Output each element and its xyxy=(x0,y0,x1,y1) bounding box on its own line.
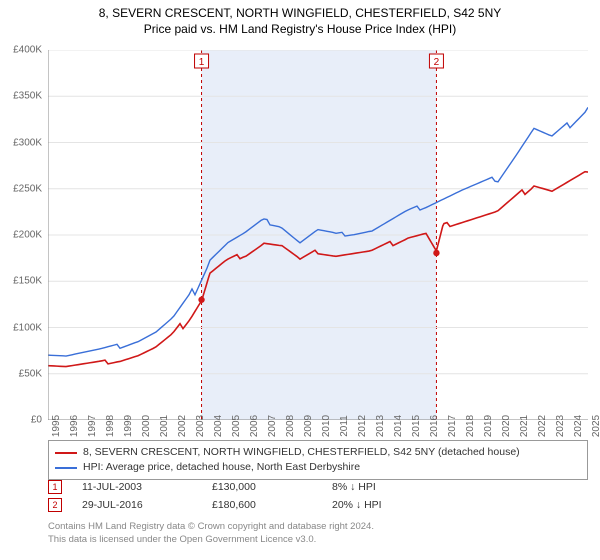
footer-line: This data is licensed under the Open Gov… xyxy=(48,533,374,546)
y-tick-label: £150K xyxy=(2,276,42,287)
x-tick-label: 2020 xyxy=(501,415,512,437)
sales-row: 2 29-JUL-2016 £180,600 20% ↓ HPI xyxy=(48,496,452,514)
legend-item: 8, SEVERN CRESCENT, NORTH WINGFIELD, CHE… xyxy=(55,445,581,460)
x-tick-label: 1999 xyxy=(123,415,134,437)
x-tick-label: 2000 xyxy=(141,415,152,437)
x-tick-label: 2018 xyxy=(465,415,476,437)
svg-text:1: 1 xyxy=(199,57,205,68)
x-tick-label: 2008 xyxy=(285,415,296,437)
chart-subtitle: Price paid vs. HM Land Registry's House … xyxy=(0,22,600,36)
x-tick-label: 2012 xyxy=(357,415,368,437)
x-tick-label: 2013 xyxy=(375,415,386,437)
x-tick-label: 2014 xyxy=(393,415,404,437)
sale-diff: 20% ↓ HPI xyxy=(332,499,452,511)
legend-label: HPI: Average price, detached house, Nort… xyxy=(83,460,360,475)
footer-line: Contains HM Land Registry data © Crown c… xyxy=(48,520,374,533)
legend-swatch xyxy=(55,467,77,469)
x-tick-label: 2003 xyxy=(195,415,206,437)
chart-title: 8, SEVERN CRESCENT, NORTH WINGFIELD, CHE… xyxy=(0,6,600,20)
y-tick-label: £0 xyxy=(2,415,42,426)
y-tick-label: £400K xyxy=(2,45,42,56)
y-tick-label: £50K xyxy=(2,368,42,379)
chart-area: 12 £0£50K£100K£150K£200K£250K£300K£350K£… xyxy=(48,50,588,420)
x-tick-label: 2011 xyxy=(339,415,350,437)
x-tick-label: 2017 xyxy=(447,415,458,437)
title-block: 8, SEVERN CRESCENT, NORTH WINGFIELD, CHE… xyxy=(0,0,600,36)
y-tick-label: £200K xyxy=(2,230,42,241)
x-tick-label: 2015 xyxy=(411,415,422,437)
x-tick-label: 2009 xyxy=(303,415,314,437)
x-tick-label: 1996 xyxy=(69,415,80,437)
y-tick-label: £300K xyxy=(2,137,42,148)
x-tick-label: 1995 xyxy=(51,415,62,437)
sale-date: 11-JUL-2003 xyxy=(82,481,212,493)
y-tick-label: £350K xyxy=(2,91,42,102)
x-tick-label: 1998 xyxy=(105,415,116,437)
x-tick-label: 2006 xyxy=(249,415,260,437)
legend: 8, SEVERN CRESCENT, NORTH WINGFIELD, CHE… xyxy=(48,440,588,480)
x-tick-label: 2016 xyxy=(429,415,440,437)
x-tick-label: 2022 xyxy=(537,415,548,437)
y-tick-label: £100K xyxy=(2,322,42,333)
y-tick-label: £250K xyxy=(2,183,42,194)
sale-price: £130,000 xyxy=(212,481,332,493)
x-tick-label: 1997 xyxy=(87,415,98,437)
x-tick-label: 2004 xyxy=(213,415,224,437)
sales-table: 1 11-JUL-2003 £130,000 8% ↓ HPI 2 29-JUL… xyxy=(48,478,452,514)
sale-date: 29-JUL-2016 xyxy=(82,499,212,511)
sale-marker-icon: 1 xyxy=(48,480,62,494)
x-tick-label: 2025 xyxy=(591,415,600,437)
legend-swatch xyxy=(55,452,77,454)
footer-text: Contains HM Land Registry data © Crown c… xyxy=(48,520,374,546)
svg-text:2: 2 xyxy=(434,57,440,68)
x-tick-label: 2007 xyxy=(267,415,278,437)
legend-item: HPI: Average price, detached house, Nort… xyxy=(55,460,581,475)
sale-marker-icon: 2 xyxy=(48,498,62,512)
sales-row: 1 11-JUL-2003 £130,000 8% ↓ HPI xyxy=(48,478,452,496)
chart-container: 8, SEVERN CRESCENT, NORTH WINGFIELD, CHE… xyxy=(0,0,600,560)
legend-label: 8, SEVERN CRESCENT, NORTH WINGFIELD, CHE… xyxy=(83,445,520,460)
x-tick-label: 2001 xyxy=(159,415,170,437)
x-tick-label: 2024 xyxy=(573,415,584,437)
x-tick-label: 2005 xyxy=(231,415,242,437)
x-tick-label: 2010 xyxy=(321,415,332,437)
sale-price: £180,600 xyxy=(212,499,332,511)
x-tick-label: 2023 xyxy=(555,415,566,437)
x-tick-label: 2019 xyxy=(483,415,494,437)
x-tick-label: 2021 xyxy=(519,415,530,437)
sale-diff: 8% ↓ HPI xyxy=(332,481,452,493)
chart-svg: 12 xyxy=(48,50,588,420)
x-tick-label: 2002 xyxy=(177,415,188,437)
